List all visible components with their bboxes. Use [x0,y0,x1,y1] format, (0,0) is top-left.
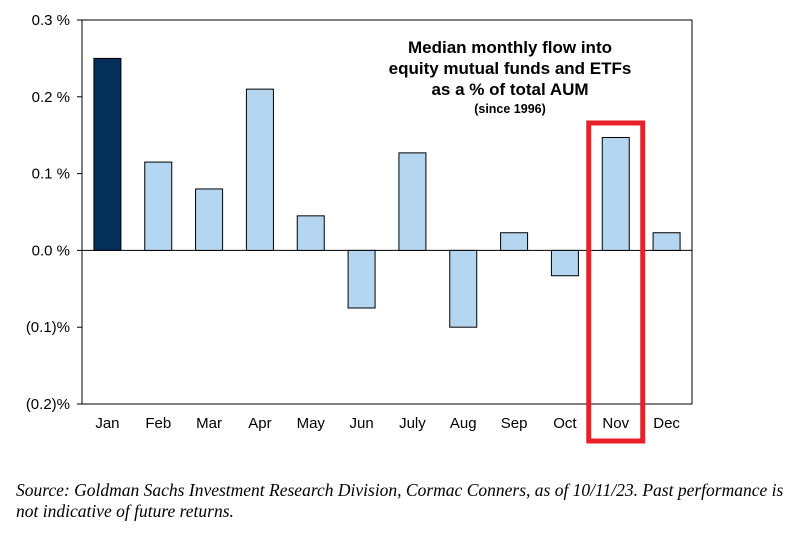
bar-july [398,152,427,251]
y-tick-label: (0.2)% [26,396,70,413]
y-tick-label: 0.2 % [32,89,70,106]
bar-aug [449,249,478,328]
bar-feb [144,161,173,251]
bar-apr [245,88,274,251]
bar-nov [601,137,630,251]
x-tick-label: Oct [553,415,577,432]
y-tick-label: 0.3 % [32,12,70,29]
plot-frame [81,19,693,405]
bar-dec [652,232,681,251]
source-note: Source: Goldman Sachs Investment Researc… [16,480,784,521]
x-tick-label: Sep [501,415,528,432]
x-tick-label: Nov [602,415,629,432]
chart-title-line: Median monthly flow into [408,38,612,57]
bar-oct [550,249,579,277]
chart-title-line: equity mutual funds and ETFs [389,59,632,78]
bar-jun [347,249,376,309]
bar-jan [93,57,122,251]
x-tick-label: Apr [248,415,271,432]
x-tick-label: Feb [145,415,171,432]
bar-may [296,215,325,251]
x-tick-label: Aug [450,415,477,432]
x-tick-label: Mar [196,415,222,432]
y-tick-label: 0.1 % [32,166,70,183]
y-tick-label: 0.0 % [32,242,70,259]
x-tick-label: Dec [653,415,680,432]
x-tick-label: July [399,415,426,432]
x-tick-label: Jan [95,415,119,432]
bar-mar [195,188,224,251]
chart-subtitle: (since 1996) [474,102,546,116]
y-tick-label: (0.1)% [26,319,70,336]
x-tick-label: Jun [349,415,373,432]
bar-sep [500,232,529,251]
x-tick-label: May [297,415,326,432]
highlight-box-nov [586,120,646,444]
chart-title-line: as a % of total AUM [431,80,588,99]
bar-chart: 0.3 % 0.2 % 0.1 % 0.0 % (0.1)% (0.2)% Jan Feb M… [26,12,693,444]
